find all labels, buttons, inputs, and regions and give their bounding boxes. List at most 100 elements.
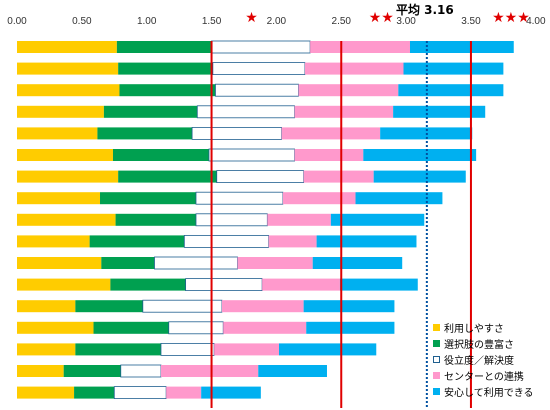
star-label: ★★★ <box>492 10 530 26</box>
bar-segment <box>195 191 284 205</box>
bar-segment <box>119 84 216 97</box>
bar-segment <box>17 192 101 205</box>
bar-segment <box>93 321 169 334</box>
bar-segment <box>208 148 295 162</box>
bar-segment <box>166 386 202 399</box>
reference-lines <box>210 41 472 408</box>
legend-item: 利用しやすさ <box>433 320 548 335</box>
x-tick-label: 0.00 <box>7 16 27 27</box>
bar-segment <box>278 343 377 356</box>
x-tick-label: 2.50 <box>332 16 352 27</box>
bar-segment <box>100 192 196 205</box>
bar-segment <box>237 257 313 269</box>
bar-segment <box>74 386 115 399</box>
bar-segment <box>201 386 261 399</box>
x-tick-label: 2.00 <box>267 16 287 27</box>
bar-segment <box>17 257 102 269</box>
x-axis-ticks: 0.00 0.50 1.00 1.50 2.00 2.50 3.00 3.50 4.00 <box>7 16 546 27</box>
bar-segment <box>89 235 185 248</box>
bar-segment <box>221 300 304 313</box>
x-tick-label: 3.00 <box>396 16 416 27</box>
bar-segment <box>303 170 374 183</box>
legend-swatch <box>433 371 440 379</box>
legend-label: 利用しやすさ <box>444 323 504 335</box>
bar-segment <box>17 170 119 183</box>
bar-segment <box>142 299 223 313</box>
bar-segment <box>17 105 104 118</box>
legend-item: 選択肢の豊富さ <box>433 336 548 351</box>
legend-label: 安心して利用できる <box>444 387 534 399</box>
x-tick-label: 0.50 <box>72 16 92 27</box>
bar-segment <box>267 213 331 226</box>
bar-segment <box>17 321 94 334</box>
bar-segment <box>409 41 514 53</box>
bar-segment <box>17 127 98 140</box>
bar-segment <box>258 365 327 377</box>
legend: 利用しやすさ 選択肢の豊富さ 役立度／解決度 センターとの連携 安心して利用できる <box>433 320 548 400</box>
bar-segment <box>281 127 381 140</box>
bar-segment <box>101 257 155 269</box>
bar-segment <box>304 62 404 75</box>
bar-segment <box>120 364 162 378</box>
legend-item: 安心して利用できる <box>433 384 548 399</box>
bar-segment <box>17 386 75 399</box>
bar-segment <box>310 41 410 53</box>
bar-segment <box>216 170 305 184</box>
bar-segment <box>17 278 111 291</box>
bar-segment <box>154 256 238 270</box>
bar-segment <box>211 40 311 54</box>
legend-label: 選択肢の豊富さ <box>444 339 514 351</box>
bar-segment <box>282 192 356 205</box>
bar-segment <box>214 343 279 356</box>
legend-swatch <box>433 387 440 395</box>
bar-segment <box>262 278 340 291</box>
bar-segment <box>191 127 282 140</box>
bar-segment <box>103 105 198 118</box>
bar-segment <box>17 213 116 226</box>
bar-segment <box>17 300 76 313</box>
bar-segment <box>168 321 224 335</box>
bar-segment <box>212 62 306 75</box>
average-label: 平均 3.16 <box>396 2 454 17</box>
bar-segment <box>116 41 212 53</box>
x-tick-label: 3.50 <box>461 16 481 27</box>
legend-label: センターとの連携 <box>444 371 524 383</box>
x-tick-label: 1.00 <box>137 16 157 27</box>
bar-segment <box>118 170 217 183</box>
bar-segment <box>393 105 486 118</box>
bar-segment <box>185 278 263 292</box>
bar-segment <box>223 321 307 334</box>
bar-segment <box>97 127 193 140</box>
star-label: ★★ <box>369 10 394 26</box>
bar-segment <box>118 62 213 75</box>
bar-segment <box>63 365 121 377</box>
reference-labels: ★ ★★ ★★★平均 3.16 <box>245 2 530 26</box>
bar-segment <box>17 62 119 75</box>
bar-segment <box>112 149 209 161</box>
bar-segment <box>398 84 504 97</box>
bar-segment <box>294 105 394 118</box>
legend-item: センターとの連携 <box>433 368 548 383</box>
bar-segment <box>17 235 90 248</box>
bar-segment <box>373 170 466 183</box>
legend-label: 役立度／解決度 <box>444 355 514 367</box>
bar-segment <box>268 235 317 248</box>
bar-segment <box>75 343 161 356</box>
bar-segment <box>17 41 117 53</box>
bar-segment <box>75 300 143 313</box>
legend-swatch <box>433 339 440 347</box>
bar-segment <box>113 386 167 400</box>
bar-segment <box>110 278 186 291</box>
bar-segment <box>339 278 418 291</box>
bar-segment <box>316 235 417 248</box>
bar-segment <box>312 257 403 269</box>
bar-segment <box>183 234 270 248</box>
bar-segment <box>17 343 76 356</box>
legend-swatch <box>433 355 440 363</box>
bar-segment <box>17 149 113 161</box>
bar-segment <box>17 84 120 97</box>
bar-segment <box>215 83 299 97</box>
x-tick-label: 1.50 <box>202 16 222 27</box>
bar-segment <box>363 149 477 161</box>
